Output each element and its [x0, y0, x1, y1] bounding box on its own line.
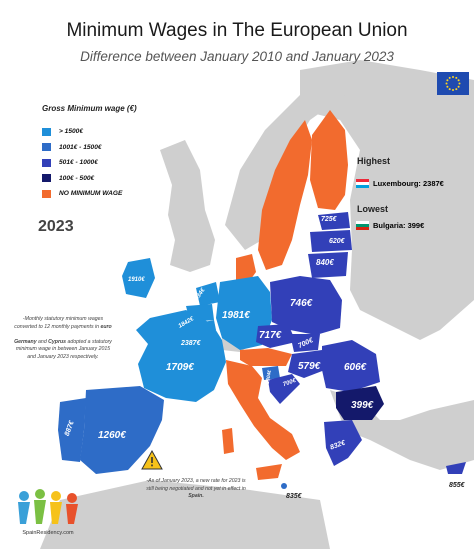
country-cyprus — [446, 462, 466, 474]
label-lithuania: 840€ — [316, 258, 334, 267]
country-hungary — [288, 350, 330, 378]
country-czechia — [256, 324, 296, 348]
land-uk — [160, 140, 215, 272]
footnote-bottom-text: -As of January 2023, a new rate for 2023… — [146, 478, 246, 492]
footnote-cyprus: Cyprus — [48, 338, 67, 345]
country-slovakia — [290, 334, 320, 352]
legend-swatch — [42, 127, 51, 136]
year-label: 2023 — [38, 218, 74, 235]
country-finland — [310, 110, 348, 210]
lowest-text: Bulgaria: 399€ — [373, 220, 425, 230]
logo-text: SpainResidency.com — [22, 530, 74, 536]
country-latvia — [310, 230, 352, 252]
country-sweden — [258, 120, 312, 270]
country-ireland — [122, 258, 155, 298]
label-france: 1709€ — [166, 362, 194, 373]
legend-item: > 1500€ — [42, 125, 202, 138]
legend-swatch — [42, 143, 51, 151]
label-hungary: 579€ — [298, 361, 321, 372]
land-north-africa — [40, 480, 330, 549]
label-bulgaria: 399€ — [351, 400, 374, 411]
country-estonia — [318, 212, 350, 230]
legend-label: 1001€ - 1500€ — [59, 143, 102, 151]
footnote-and: and — [38, 338, 47, 345]
legend-swatch — [42, 174, 51, 182]
label-poland: 746€ — [290, 298, 313, 309]
page-subtitle: Difference between January 2010 and Janu… — [80, 49, 394, 64]
country-italy — [226, 360, 300, 460]
legend-label: NO MINIMUM WAGE — [59, 190, 123, 197]
country-malta — [281, 483, 287, 489]
land-uk-norway-russia — [300, 60, 474, 340]
country-portugal — [58, 398, 86, 462]
bulgaria-flag-icon — [356, 220, 369, 230]
legend-item: NO MINIMUM WAGE — [42, 187, 202, 200]
label-malta: 835€ — [286, 493, 302, 500]
legend-swatch — [42, 158, 51, 167]
legend-item: 100€ - 500€ — [42, 172, 202, 185]
country-sicily — [256, 464, 282, 480]
country-croatia — [268, 374, 300, 404]
spainresidency-logo — [14, 486, 84, 533]
country-netherlands — [196, 282, 220, 306]
legend-label: 100€ - 500€ — [59, 174, 95, 182]
country-poland — [270, 276, 342, 335]
country-denmark — [236, 254, 256, 283]
label-ireland: 1910€ — [128, 277, 145, 283]
country-sardinia — [222, 428, 234, 454]
page-title: Minimum Wages in The European Union — [66, 20, 408, 41]
country-spain — [80, 386, 164, 474]
country-austria — [240, 348, 292, 366]
country-france — [136, 310, 226, 402]
legend-label: > 1500€ — [59, 128, 84, 135]
footnote-bottom: -As of January 2023, a new rate for 2023… — [142, 478, 250, 501]
footnote-left: -Monthly statutory minimum wages convert… — [14, 316, 112, 361]
eu-flag-icon — [437, 72, 469, 95]
legend-swatch — [42, 189, 51, 198]
footnote-euro: euro — [100, 323, 112, 330]
label-estonia: 725€ — [321, 216, 337, 223]
country-lithuania — [308, 252, 348, 278]
label-latvia: 620€ — [329, 238, 345, 245]
country-romania — [322, 340, 380, 392]
label-romania: 606€ — [344, 362, 367, 373]
label-czechia: 717€ — [259, 330, 282, 341]
legend: Gross Minimum wage (€) > 1500€ 1001€ - 1… — [42, 104, 202, 203]
country-greece — [324, 420, 362, 466]
legend-item: 1001€ - 1500€ — [42, 141, 202, 154]
country-bulgaria — [336, 386, 384, 420]
footnote-spain: Spain. — [188, 493, 204, 500]
highest-text: Luxembourg: 2387€ — [373, 178, 444, 188]
legend-item: 501€ - 1000€ — [42, 156, 202, 169]
legend-label: 501€ - 1000€ — [59, 159, 98, 166]
label-cyprus: 855€ — [449, 482, 465, 489]
footnote-line2: adopted a statutory minimum wage in betw… — [15, 338, 112, 360]
label-spain: 1260€ — [98, 430, 126, 441]
lowest-badge: Bulgaria: 399€ — [356, 219, 424, 231]
footnote-line1: -Monthly statutory minimum wages convert… — [14, 316, 104, 330]
lowest-heading: Lowest — [357, 204, 389, 214]
footnote-germany: Germany — [14, 338, 37, 345]
legend-title: Gross Minimum wage (€) — [42, 104, 137, 113]
warning-icon — [141, 449, 163, 475]
luxembourg-flag-icon — [356, 178, 369, 188]
highest-badge: Luxembourg: 2387€ — [356, 177, 444, 189]
label-luxembourg: 2387€ — [181, 340, 201, 347]
label-germany: 1981€ — [222, 310, 250, 321]
country-slovenia — [262, 366, 280, 380]
highest-heading: Highest — [357, 156, 391, 166]
land-norway — [225, 85, 345, 250]
